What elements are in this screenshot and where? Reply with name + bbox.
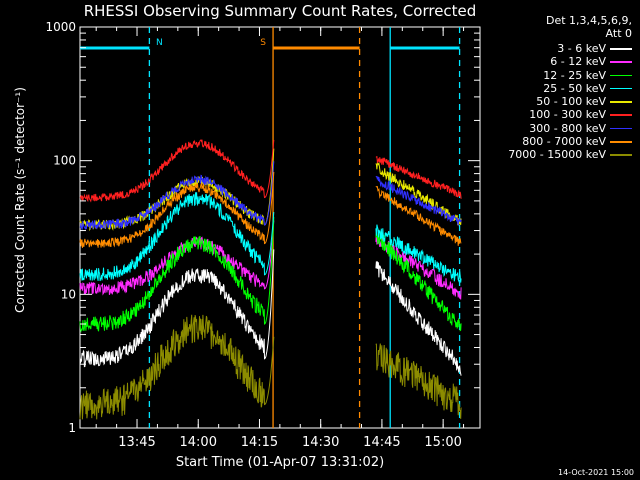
legend-entry: 800 - 7000 keV [478, 135, 638, 148]
series-line-post [375, 155, 462, 199]
legend-entry: 12 - 25 keV [478, 69, 638, 82]
legend-swatch [610, 74, 632, 77]
y-tick-label: 100 [53, 154, 76, 168]
axis-ticks: 1 10 100 1000 13:45 14:00 14:15 14:30 14:45 15:00 [45, 20, 480, 450]
y-tick-label: 1 [68, 421, 76, 435]
series-line-post [375, 161, 462, 226]
series-line-post [375, 343, 462, 419]
series-line-pre [79, 314, 275, 420]
x-tick-label: 14:00 [180, 435, 217, 450]
series-3-6-kev [79, 249, 462, 376]
legend-swatch [610, 114, 632, 116]
series-800-7000-kev [79, 171, 462, 248]
series-line-pre [79, 171, 275, 248]
x-tick-label: 15:00 [424, 435, 461, 450]
y-tick-label: 10 [61, 287, 76, 301]
legend-swatch [610, 87, 632, 90]
legend-entry: 50 - 100 keV [478, 95, 638, 108]
legend-label: 800 - 7000 keV [522, 135, 606, 149]
series-line-post [375, 224, 462, 283]
series-line-post [375, 175, 462, 227]
legend-swatch [610, 127, 632, 130]
series-line-pre [79, 249, 275, 368]
flag-label: S [260, 38, 266, 48]
legend-label: 3 - 6 keV [557, 42, 606, 55]
series-line-pre [79, 216, 275, 333]
x-tick-label: 14:45 [363, 435, 400, 450]
series-line-post [375, 261, 462, 376]
plot-frame [79, 26, 481, 429]
y-tick-label: 1000 [45, 20, 76, 34]
legend-swatch [610, 101, 632, 103]
legend-label: 12 - 25 keV [543, 68, 606, 82]
series-12-25-kev [79, 216, 462, 333]
legend-entry: 100 - 300 keV [478, 108, 638, 121]
series-7000-15000-kev [79, 314, 462, 420]
legend-label: 100 - 300 keV [529, 108, 606, 122]
legend-label: 300 - 800 keV [529, 121, 606, 135]
legend-entry: 300 - 800 keV [478, 122, 638, 135]
y-axis-label: Corrected Count Rate (s⁻¹ detector⁻¹) [13, 87, 27, 313]
series-line-post [375, 229, 462, 332]
legend-entry: 7000 - 15000 keV [478, 148, 638, 161]
flag-label: N [156, 38, 163, 48]
series-line-pre [79, 139, 275, 203]
series-300-800-kev [79, 161, 462, 231]
legend-entry: 6 - 12 keV [478, 55, 638, 68]
chart-title: RHESSI Observing Summary Count Rates, Co… [83, 2, 477, 20]
legend-label: 50 - 100 keV [536, 95, 606, 109]
legend-label: 7000 - 15000 keV [508, 148, 606, 162]
detector-info-line-2: Att 0 [605, 27, 632, 40]
x-tick-label: 14:15 [241, 435, 278, 450]
detector-info-line-1: Det 1,3,4,5,6,9, [545, 14, 632, 27]
legend-swatch [610, 48, 632, 50]
plot-axes [79, 26, 481, 429]
legend-label: 25 - 50 keV [543, 81, 606, 95]
series-line-post [375, 185, 462, 246]
series-line-pre [79, 161, 275, 231]
legend-swatch [610, 61, 632, 63]
legend-swatch [610, 141, 632, 143]
series-line-pre [79, 148, 275, 232]
series-100-300-kev [79, 139, 462, 203]
x-axis-label: Start Time (01-Apr-07 13:31:02) [175, 455, 385, 470]
series-25-50-kev [79, 192, 462, 283]
x-tick-label: 13:45 [118, 435, 155, 450]
legend-entry: 3 - 6 keV [478, 42, 638, 55]
series-line-pre [79, 192, 275, 282]
legend-entry: 25 - 50 keV [478, 82, 638, 95]
series-lines [79, 139, 462, 420]
legend-label: 6 - 12 keV [550, 55, 606, 69]
legend: 3 - 6 keV 6 - 12 keV 12 - 25 keV 25 - 50 ke… [478, 42, 638, 162]
legend-swatch [610, 154, 632, 156]
timestamp: 14-Oct-2021 15:00 [558, 468, 634, 477]
x-tick-label: 14:30 [302, 435, 339, 450]
